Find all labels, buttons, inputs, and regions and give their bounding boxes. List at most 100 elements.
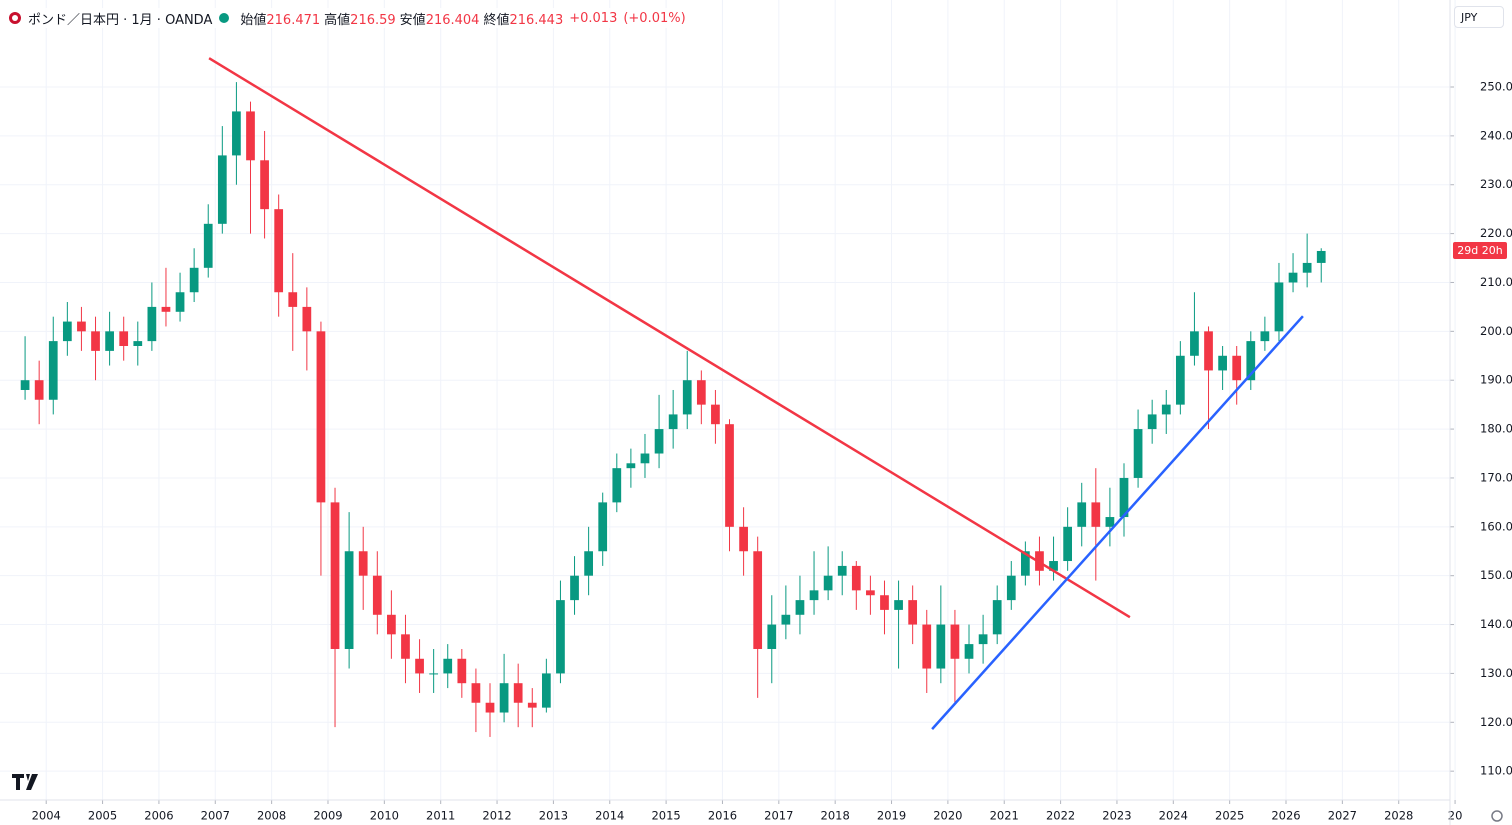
candle-body (1021, 551, 1030, 576)
countdown-tag: 29d 20h (1453, 242, 1507, 260)
candle-body (20, 380, 30, 390)
candle-body (1218, 355, 1227, 371)
y-tick-label: 170.000 (1480, 470, 1512, 484)
ohlc-label: 終値 (483, 12, 510, 28)
candle-body (894, 600, 903, 610)
flag-icon (9, 12, 21, 24)
y-tick-label: 160.000 (1480, 519, 1512, 533)
x-tick-label: 2006 (144, 809, 173, 823)
candle-body (936, 624, 946, 669)
y-tick-label: 210.000 (1480, 275, 1512, 289)
candle-body (527, 702, 537, 708)
candle-body (795, 600, 805, 615)
x-tick-label: 2011 (426, 809, 455, 823)
y-tick-label: 220.000 (1480, 226, 1512, 240)
x-tick-label: 2026 (1271, 809, 1300, 823)
candle-body (767, 624, 777, 649)
candle-body (1105, 517, 1115, 527)
candle-body (1049, 561, 1058, 571)
candle-body (1161, 404, 1171, 415)
candle-body (232, 111, 241, 156)
candle-body (48, 341, 58, 400)
candle-body (1260, 331, 1270, 342)
candle-body (851, 565, 861, 591)
candle-body (1302, 262, 1312, 273)
candle-body (429, 673, 439, 675)
candle-body (513, 683, 523, 703)
legend-header: ポンド／日本円 · 1月 · OANDA 始値216.471 高値216.59 安値… (8, 8, 686, 28)
candle-body (91, 331, 100, 351)
y-tick-label: 200.000 (1480, 324, 1512, 338)
candle-body (570, 575, 579, 601)
candle-body (457, 658, 467, 684)
candle-body (992, 600, 1002, 635)
x-tick-label: 2014 (595, 809, 624, 823)
candle-body (260, 160, 269, 210)
x-tick-label: 2017 (764, 809, 793, 823)
y-tick-label: 110.000 (1480, 764, 1512, 778)
x-tick-label: 2008 (257, 809, 286, 823)
change-pct: (+0.01%) (623, 10, 686, 26)
ohlc-value: 216.471 (266, 12, 321, 28)
candle-body (739, 526, 748, 552)
x-tick-label: 2027 (1328, 809, 1357, 823)
y-tick-label: 150.000 (1480, 568, 1512, 582)
candle-body (668, 414, 678, 430)
candle-body (725, 424, 734, 527)
candle-body (485, 702, 495, 713)
y-tick-label: 250.000 (1480, 79, 1512, 93)
settings-icon (1491, 810, 1503, 822)
ohlc: 始値216.471 高値216.59 安値216.404 終値216.443 (236, 9, 563, 28)
candle-body (217, 155, 227, 224)
x-tick-label: 2020 (933, 809, 962, 823)
candle-body (922, 624, 932, 669)
candle-body (682, 380, 692, 415)
candle-body (823, 575, 833, 591)
candle-body (809, 590, 819, 601)
candle-body (288, 292, 298, 307)
candle-body (1091, 502, 1101, 527)
candle-body (119, 331, 129, 346)
candle-body (1175, 355, 1185, 405)
status-dot (219, 13, 230, 23)
trend-line (208, 57, 1131, 619)
candle-body (696, 380, 706, 405)
x-tick-label: 2019 (877, 809, 906, 823)
candle-body (880, 595, 889, 610)
y-tick-label: 130.000 (1480, 666, 1512, 680)
currency-button[interactable]: JPY (1454, 6, 1504, 28)
x-tick-label: 2007 (201, 809, 230, 823)
candle-body (387, 614, 396, 635)
x-tick-label: 2018 (821, 809, 850, 823)
candle-body (246, 111, 255, 161)
candle-body (584, 551, 593, 576)
candle-body (372, 575, 382, 615)
candle-body (964, 644, 974, 659)
y-tick-label: 240.000 (1480, 128, 1512, 142)
candle-body (401, 634, 410, 659)
ohlc-label: 始値 (240, 12, 267, 28)
candle-body (950, 624, 960, 659)
x-tick-label: 2022 (1046, 809, 1075, 823)
candle-body (978, 634, 988, 645)
x-tick-label: 2028 (1384, 809, 1413, 823)
x-tick-label: 2021 (990, 809, 1019, 823)
ohlc-value: 216.404 (425, 12, 480, 28)
x-tick-label: 2010 (370, 809, 399, 823)
candle-body (640, 453, 650, 464)
x-tick-label: 2024 (1159, 809, 1188, 823)
x-tick-label: 2016 (708, 809, 737, 823)
candle-body (147, 306, 157, 342)
candle-body (1133, 429, 1143, 478)
candle-body (175, 292, 185, 312)
candle-body (1204, 331, 1213, 371)
ohlc-label: 安値 (399, 12, 426, 28)
y-tick-label: 190.000 (1480, 373, 1512, 387)
candle-body (302, 306, 312, 332)
symbol[interactable]: ポンド／日本円 · 1月 · OANDA (28, 12, 213, 28)
candle-body (1006, 575, 1016, 601)
x-tick-label: 2005 (88, 809, 117, 823)
candle-body (837, 565, 847, 576)
